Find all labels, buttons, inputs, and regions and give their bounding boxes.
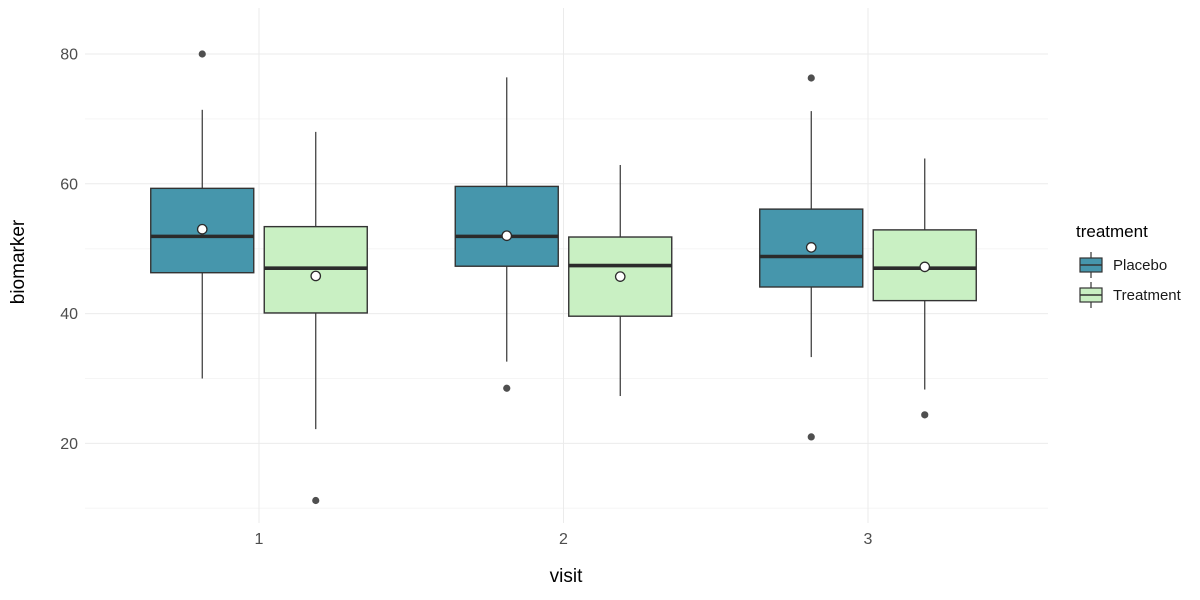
mean-dot	[196, 223, 208, 235]
x-axis-title: visit	[550, 566, 583, 587]
legend-entry-placebo: Placebo	[1079, 252, 1167, 278]
legend: treatment Placebo Treatment	[1076, 222, 1182, 308]
legend-entry-treatment: Treatment	[1079, 282, 1182, 308]
y-axis-title: biomarker	[8, 219, 29, 304]
mean-dot	[614, 271, 626, 282]
mean-dot	[805, 242, 817, 253]
mean-dot	[310, 270, 322, 282]
outlier-dot	[807, 74, 815, 82]
mean-dot	[501, 230, 513, 242]
mean-dot	[919, 261, 931, 273]
outlier-dot	[807, 433, 815, 441]
plot-layer	[150, 50, 977, 505]
y-tick-label: 60	[60, 176, 78, 193]
x-tick-label: 1	[255, 531, 264, 548]
y-tick-label: 40	[60, 306, 78, 323]
legend-label-placebo: Placebo	[1113, 257, 1167, 274]
box-group-placebo-visit-1	[150, 50, 255, 379]
x-tick-label: 2	[559, 531, 568, 548]
y-tick-label: 80	[60, 47, 78, 64]
outlier-dot	[312, 496, 320, 505]
box-group-treatment-visit-1	[263, 131, 368, 505]
axis-layer: 20 40 60 80 1 2 3	[60, 47, 872, 549]
box-group-placebo-visit-3	[759, 74, 864, 441]
box-group-treatment-visit-3	[872, 158, 977, 419]
x-tick-label: 3	[864, 531, 873, 548]
box-rect	[454, 185, 559, 267]
y-tick-label: 20	[60, 436, 78, 453]
legend-label-treatment: Treatment	[1113, 287, 1182, 304]
box-rect	[759, 208, 864, 288]
legend-title: treatment	[1076, 222, 1148, 241]
box-group-placebo-visit-2	[454, 77, 559, 392]
box-group-treatment-visit-2	[568, 164, 673, 397]
outlier-dot	[503, 384, 511, 392]
outlier-dot	[198, 50, 206, 58]
outlier-dot	[921, 411, 929, 419]
